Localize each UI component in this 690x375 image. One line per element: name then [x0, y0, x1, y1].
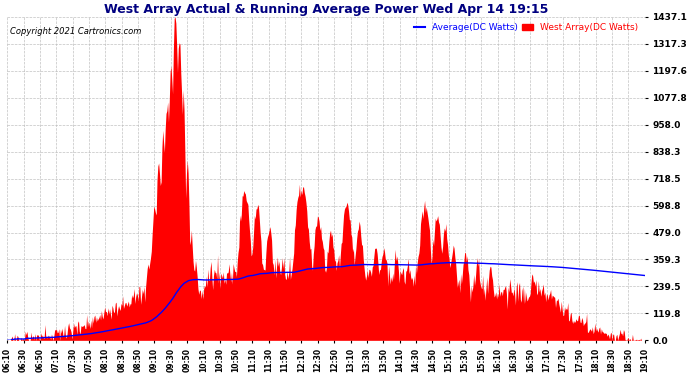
- Legend: Average(DC Watts), West Array(DC Watts): Average(DC Watts), West Array(DC Watts): [412, 21, 640, 34]
- Title: West Array Actual & Running Average Power Wed Apr 14 19:15: West Array Actual & Running Average Powe…: [104, 3, 548, 16]
- Text: Copyright 2021 Cartronics.com: Copyright 2021 Cartronics.com: [10, 27, 142, 36]
